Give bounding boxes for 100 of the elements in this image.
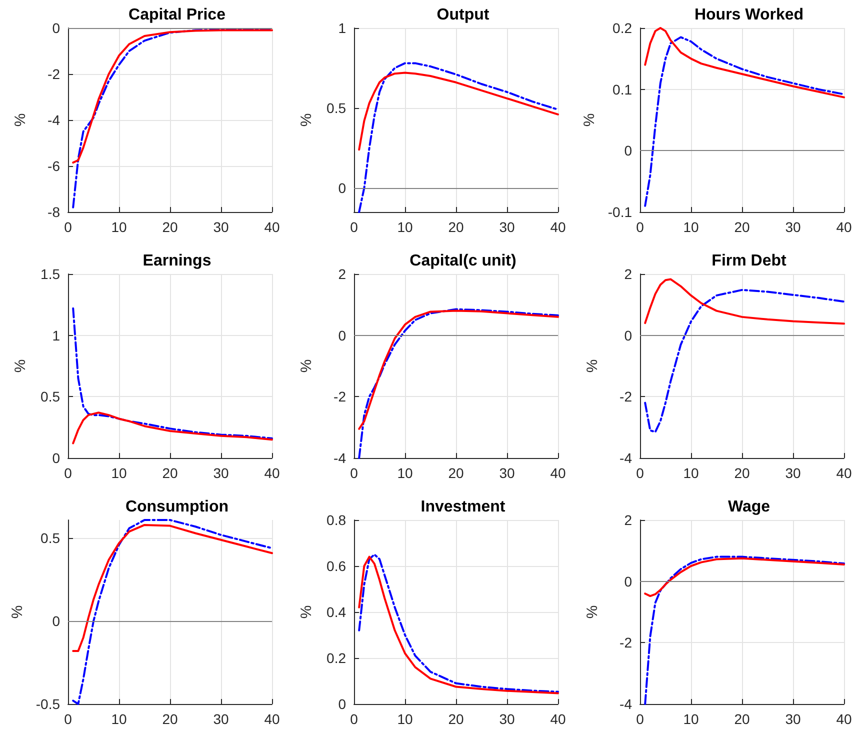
line-series bbox=[72, 29, 273, 164]
x-tick-label: 40 bbox=[264, 465, 280, 481]
x-tick-label: 30 bbox=[499, 711, 515, 727]
y-tick-label: 0.2 bbox=[326, 650, 346, 666]
line-series bbox=[644, 557, 845, 598]
chart-title: Earnings bbox=[142, 252, 212, 270]
x-tick-label: 10 bbox=[683, 219, 699, 235]
x-tick-label: 0 bbox=[64, 711, 72, 727]
y-tick-label: 0 bbox=[52, 450, 60, 466]
line-series bbox=[72, 519, 273, 705]
x-tick-label: 0 bbox=[64, 219, 72, 235]
y-tick-label: 1.5 bbox=[40, 266, 60, 282]
line-series bbox=[72, 412, 273, 444]
y-tick-label: -4 bbox=[620, 696, 632, 712]
x-tick-label: 20 bbox=[734, 711, 750, 727]
y-tick-label: -4 bbox=[48, 112, 60, 128]
x-tick-label: 40 bbox=[264, 711, 280, 727]
x-tick-label: 30 bbox=[213, 465, 229, 481]
x-tick-label: 30 bbox=[499, 465, 515, 481]
x-tick-label: 40 bbox=[550, 465, 566, 481]
y-tick-label: 0.5 bbox=[40, 388, 60, 405]
y-axis-title: % bbox=[584, 605, 601, 619]
chart-title: Output bbox=[436, 6, 490, 24]
y-tick-label: 0 bbox=[624, 327, 632, 344]
y-tick-label: -4 bbox=[620, 450, 632, 466]
x-tick-label: 30 bbox=[499, 219, 515, 235]
x-tick-label: 30 bbox=[213, 711, 229, 727]
y-tick-label: -0.1 bbox=[608, 204, 632, 220]
y-tick-label: 0 bbox=[52, 613, 60, 630]
y-tick-label: 0.5 bbox=[40, 530, 60, 546]
x-tick-label: 20 bbox=[448, 219, 464, 235]
x-tick-label: 40 bbox=[264, 219, 280, 235]
y-tick-label: -2 bbox=[620, 634, 632, 651]
x-tick-label: 10 bbox=[111, 465, 127, 481]
chart-title: Consumption bbox=[125, 498, 229, 516]
chart-title: Hours Worked bbox=[694, 6, 804, 24]
y-tick-label: 0 bbox=[624, 142, 632, 159]
line-series bbox=[644, 556, 845, 705]
y-tick-label: -2 bbox=[48, 66, 60, 82]
y-tick-label: 0 bbox=[624, 573, 632, 590]
line-series bbox=[644, 278, 845, 325]
line-series bbox=[644, 288, 845, 433]
y-tick-label: 0.8 bbox=[326, 512, 346, 528]
x-tick-label: 0 bbox=[636, 465, 644, 481]
x-tick-label: 10 bbox=[111, 711, 127, 727]
chart-title: Capital(c unit) bbox=[410, 252, 516, 270]
line-series bbox=[644, 27, 845, 98]
x-tick-label: 0 bbox=[636, 711, 644, 727]
x-tick-label: 40 bbox=[550, 711, 566, 727]
y-axis-title: % bbox=[12, 113, 29, 127]
x-tick-label: 40 bbox=[550, 219, 566, 235]
y-tick-label: 0.4 bbox=[326, 604, 346, 620]
y-tick-label: 0.1 bbox=[612, 81, 632, 98]
y-tick-label: 0 bbox=[338, 696, 346, 712]
y-axis-title: % bbox=[584, 359, 601, 373]
x-tick-label: 10 bbox=[683, 465, 699, 481]
y-tick-label: 2 bbox=[338, 266, 346, 282]
x-tick-label: 20 bbox=[448, 711, 464, 727]
y-tick-label: 0.6 bbox=[326, 558, 346, 574]
x-tick-label: 20 bbox=[448, 465, 464, 481]
y-axis-title: % bbox=[298, 359, 315, 373]
x-tick-label: 0 bbox=[350, 711, 358, 727]
x-tick-label: 10 bbox=[397, 465, 413, 481]
y-axis-title: % bbox=[8, 605, 26, 619]
x-tick-label: 0 bbox=[350, 219, 358, 235]
y-tick-label: 0.5 bbox=[326, 100, 346, 116]
y-tick-label: 0 bbox=[338, 180, 346, 196]
x-tick-label: 0 bbox=[636, 219, 644, 235]
x-tick-label: 10 bbox=[397, 711, 413, 727]
chart-title: Capital Price bbox=[128, 6, 226, 24]
y-tick-label: -2 bbox=[620, 388, 632, 405]
chart-title: Investment bbox=[420, 498, 506, 516]
x-tick-label: 40 bbox=[836, 711, 852, 727]
line-series bbox=[644, 36, 845, 207]
y-tick-label: 0 bbox=[338, 327, 346, 344]
x-tick-label: 10 bbox=[683, 711, 699, 727]
x-tick-label: 20 bbox=[734, 219, 750, 235]
y-tick-label: -0.5 bbox=[36, 696, 60, 712]
x-tick-label: 40 bbox=[836, 465, 852, 481]
x-tick-label: 20 bbox=[734, 465, 750, 481]
y-tick-label: 0 bbox=[52, 20, 60, 36]
y-axis-title: % bbox=[12, 359, 29, 373]
x-tick-label: 0 bbox=[350, 465, 358, 481]
y-tick-label: 1 bbox=[338, 20, 346, 36]
x-tick-label: 30 bbox=[785, 465, 801, 481]
line-series bbox=[72, 28, 273, 208]
x-tick-label: 30 bbox=[785, 711, 801, 727]
y-tick-label: 0.2 bbox=[612, 20, 632, 36]
x-tick-label: 0 bbox=[64, 465, 72, 481]
x-tick-label: 20 bbox=[162, 711, 178, 727]
line-series bbox=[72, 524, 273, 652]
line-series bbox=[358, 308, 559, 459]
line-series bbox=[358, 62, 559, 213]
y-tick-label: -6 bbox=[48, 158, 60, 174]
y-axis-title: % bbox=[298, 605, 315, 619]
y-tick-label: 2 bbox=[624, 266, 632, 282]
y-axis-title: % bbox=[298, 113, 315, 127]
y-tick-label: -4 bbox=[334, 450, 346, 466]
x-tick-label: 20 bbox=[162, 219, 178, 235]
x-tick-label: 30 bbox=[213, 219, 229, 235]
